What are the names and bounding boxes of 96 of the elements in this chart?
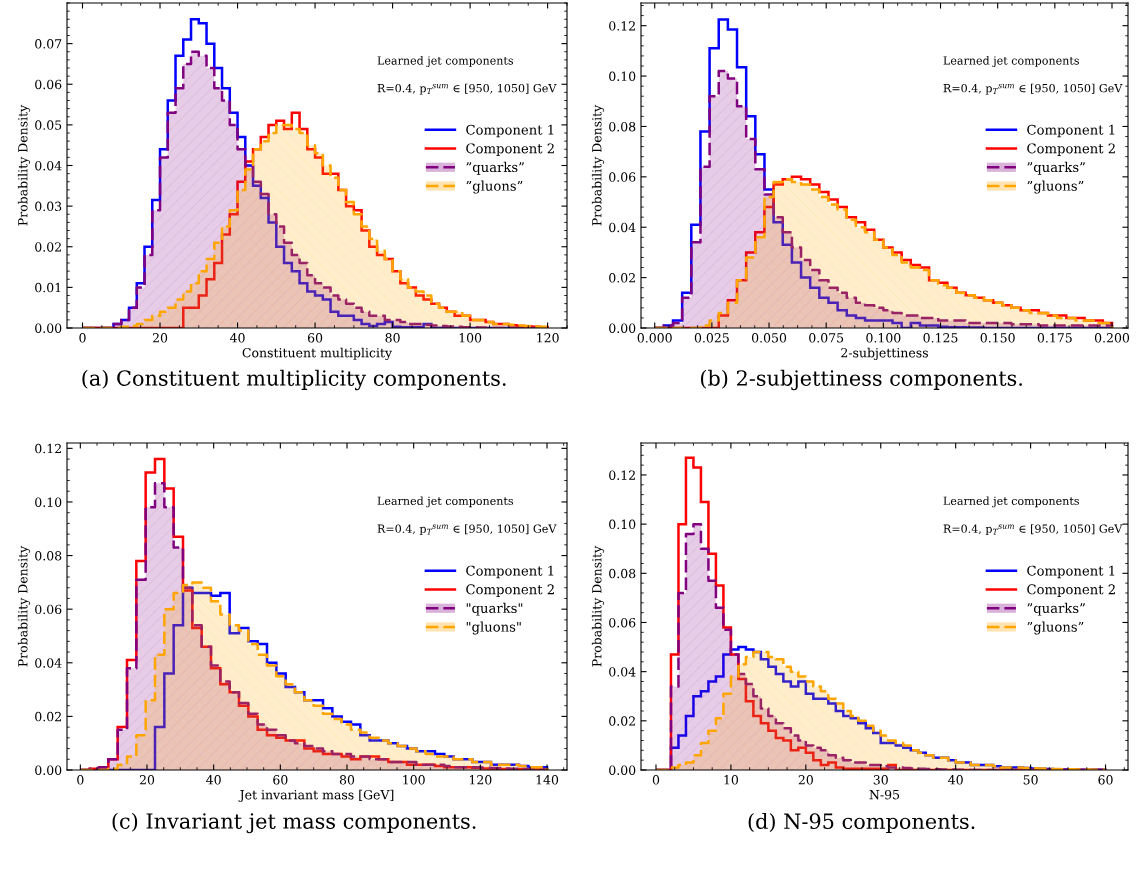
y-tick-label: 0.04: [35, 160, 62, 171]
text: (a) Constituent multiplicity components.: [82, 369, 506, 391]
legend-label: Component 2: [466, 143, 554, 156]
y-tick-label: 0.10: [609, 519, 636, 530]
y-tick-label: 0.08: [35, 551, 62, 561]
y-tick-label: 0.03: [35, 201, 62, 212]
y-tick-label: 0.10: [35, 497, 62, 507]
x-tick-label: 0.025: [694, 333, 729, 343]
y-tick-label: 0.06: [609, 617, 636, 628]
x-axis-title: Constituent multiplicity: [242, 347, 393, 361]
x-tick-label: 20: [798, 775, 813, 785]
x-tick-label: 0.100: [866, 333, 901, 343]
y-tick-label: 0.01: [35, 282, 61, 293]
y-axis-title: Probability Density: [591, 104, 605, 226]
legend-label: ”gluons”: [466, 180, 523, 194]
y-tick-label: 0.02: [35, 711, 61, 722]
y-axis-title: Probability Density: [17, 545, 31, 667]
x-tick-label: 100: [403, 775, 425, 785]
annotation: R=0.4, p$_{T}$$^{sum}$ ∈ [950, 1050] GeV: [377, 524, 557, 536]
y-tick-label: 0.10: [609, 71, 636, 81]
x-tick-label: 0.050: [751, 333, 787, 343]
y-tick-label: 0.04: [609, 222, 636, 233]
x-tick-label: 0.200: [1094, 333, 1130, 343]
x-tick-label: 0: [652, 775, 660, 785]
legend-label: Component 1: [1027, 565, 1115, 579]
x-tick-label: 80: [385, 333, 400, 343]
annotation: R=0.4, p$_{T}$$^{sum}$ ∈ [950, 1050] GeV: [943, 524, 1123, 536]
x-tick-label: 20: [152, 333, 168, 343]
y-tick-label: 0.02: [35, 242, 61, 252]
x-tick-label: 40: [948, 775, 963, 785]
y-tick-label: 0.06: [35, 604, 62, 615]
y-tick-label: 0.08: [609, 568, 636, 579]
y-tick-label: 0.02: [609, 716, 635, 726]
x-tick-label: 20: [139, 775, 155, 785]
x-tick-label: 0.175: [1037, 333, 1072, 343]
y-tick-label: 0.00: [609, 765, 636, 775]
annotation: R=0.4, p$_{T}$$^{sum}$ ∈ [950, 1050] GeV: [377, 83, 557, 95]
annotation: Learned jet components: [943, 496, 1079, 508]
annotation: Learned jet components: [943, 56, 1079, 67]
legend-label: Component 2: [466, 584, 554, 597]
legend-label: ”gluons”: [1027, 180, 1084, 194]
x-tick-label: 40: [206, 775, 221, 785]
x-tick-label: 80: [339, 775, 355, 785]
legend-label: ”quarks”: [1027, 602, 1085, 616]
text: (c) Invariant jet mass components.: [112, 812, 476, 834]
y-tick-label: 0.05: [35, 120, 62, 130]
x-tick-label: 0: [79, 333, 86, 343]
y-tick-label: 0.02: [609, 273, 635, 283]
x-tick-label: 30: [873, 775, 888, 785]
x-tick-label: 0.125: [923, 333, 958, 343]
legend-label: Component 1: [1027, 124, 1115, 138]
x-tick-label: 60: [273, 775, 288, 785]
x-tick-label: 60: [307, 333, 323, 343]
annotation: Learned jet components: [377, 496, 514, 508]
legend-label: Component 1: [466, 565, 554, 579]
x-axis-title: N-95: [869, 789, 900, 800]
annotation: Learned jet components: [377, 56, 514, 67]
legend-label: "gluons": [466, 621, 521, 635]
x-tick-label: 0.000: [637, 333, 672, 343]
y-axis-title: Probability Density: [591, 545, 605, 667]
x-tick-label: 120: [469, 775, 492, 785]
y-tick-label: 0.06: [609, 172, 636, 182]
x-axis-title: Jet invariant mass [GeV]: [238, 789, 394, 802]
y-tick-label: 0.08: [609, 121, 636, 132]
y-tick-label: 0.06: [35, 79, 62, 90]
x-tick-label: 40: [229, 333, 245, 343]
x-tick-label: 0.150: [980, 333, 1015, 343]
x-tick-label: 0: [77, 775, 84, 785]
x-tick-label: 10: [724, 775, 739, 785]
x-tick-label: 0.075: [809, 333, 844, 343]
y-tick-label: 0.00: [35, 765, 62, 775]
legend-label: ”gluons”: [1027, 621, 1084, 635]
y-tick-label: 0.04: [609, 667, 636, 677]
y-tick-label: 0.07: [35, 39, 62, 49]
y-tick-label: 0.00: [609, 323, 636, 333]
x-tick-label: 100: [459, 333, 482, 343]
y-tick-label: 0.12: [35, 443, 61, 454]
legend-label: ”quarks”: [466, 161, 524, 175]
text: (d) N-95 components.: [748, 812, 975, 834]
text: (b) 2-subjettiness components.: [700, 369, 1022, 391]
legend-label: "quarks": [466, 602, 523, 616]
annotation: R=0.4, p$_{T}$$^{sum}$ ∈ [950, 1050] GeV: [943, 83, 1123, 95]
legend-label: ”quarks”: [1027, 161, 1085, 175]
y-tick-label: 0.04: [35, 658, 62, 668]
x-tick-label: 140: [536, 775, 559, 785]
y-tick-label: 0.12: [609, 470, 635, 480]
y-axis-title: Probability Density: [17, 104, 31, 226]
legend-label: Component 1: [466, 124, 554, 138]
x-tick-label: 60: [1098, 775, 1113, 785]
legend-label: Component 2: [1027, 584, 1115, 597]
y-tick-label: 0.00: [35, 323, 62, 333]
legend-label: Component 2: [1027, 143, 1115, 156]
x-tick-label: 120: [537, 333, 559, 343]
x-tick-label: 50: [1023, 775, 1038, 785]
x-axis-title: 2-subjettiness: [841, 347, 928, 361]
y-tick-label: 0.12: [609, 21, 635, 31]
